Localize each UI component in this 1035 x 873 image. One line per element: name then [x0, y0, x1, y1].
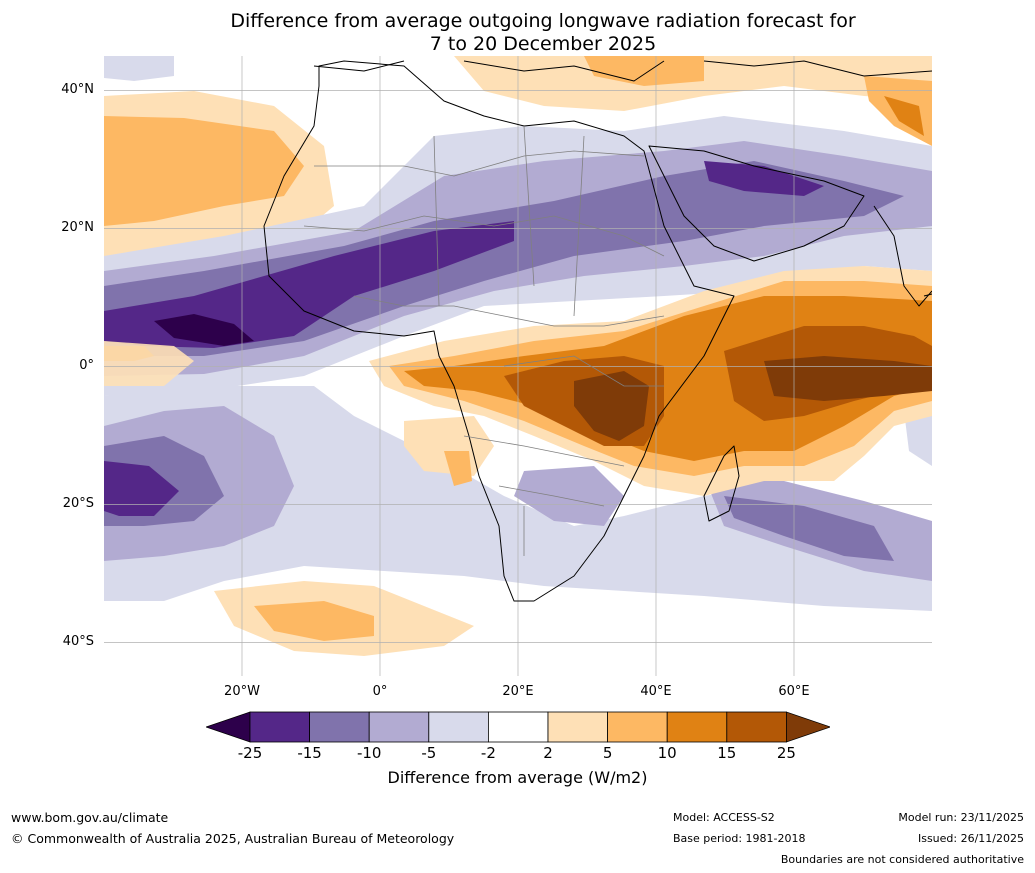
lon-label-40e: 40°E	[640, 684, 672, 699]
lat-label-0: 0°	[79, 358, 94, 373]
europe-light-orange-region	[454, 56, 932, 111]
namibia-orange	[444, 451, 472, 486]
legend-tick-label: 15	[717, 744, 737, 762]
north-atlantic-orange-region	[104, 116, 304, 226]
sahel-dark-purple-region	[104, 221, 514, 348]
indian-ocean-darkest-brown	[764, 356, 932, 401]
legend-tick-label: -15	[297, 744, 322, 762]
legend-tick-label: -25	[237, 744, 263, 762]
lon-label-0: 0°	[372, 684, 388, 699]
madagascar-coastline	[703, 445, 740, 522]
caspian-dark-orange-region	[884, 96, 924, 136]
lat-label-20s: 20°S	[62, 496, 94, 511]
lon-label-20e: 20°E	[502, 684, 534, 699]
south-atlantic-dark-purple	[104, 461, 179, 516]
south-africa-light-purple	[514, 466, 624, 526]
footer-issued: Issued: 26/11/2025	[917, 832, 1024, 845]
legend-tick-label: 10	[657, 744, 677, 762]
lat-label-40s: 40°S	[62, 634, 94, 649]
legend-swatch	[726, 711, 787, 743]
footer-copyright: © Commonwealth of Australia 2025, Austra…	[11, 831, 455, 846]
india-coastline	[873, 205, 932, 307]
legend-swatch	[487, 711, 549, 743]
legend-title: Difference from average (W/m2)	[387, 768, 648, 787]
west-africa-darkest-purple-region	[154, 314, 254, 346]
legend-swatch	[666, 711, 728, 743]
country-borders	[303, 125, 665, 556]
footer-url: www.bom.gov.au/climate	[11, 810, 169, 825]
lon-label-60e: 60°E	[778, 684, 810, 699]
south-atlantic-orange	[254, 601, 374, 641]
lat-label-20n: 20°N	[61, 220, 94, 235]
legend-tick-label: 5	[602, 744, 613, 762]
lat-label-40n: 40°N	[61, 82, 94, 97]
legend-swatch	[607, 711, 668, 743]
lon-label-20w: 20°W	[224, 684, 260, 699]
arabia-coastline	[648, 145, 865, 262]
north-edge-purple-region	[104, 56, 174, 81]
title-line-2: 7 to 20 December 2025	[429, 33, 657, 55]
legend-swatch	[547, 711, 608, 743]
anomaly-map	[104, 56, 932, 676]
legend-swatch	[428, 711, 489, 743]
footer-model: Model: ACCESS-S2	[673, 811, 775, 824]
legend-tick-label: -2	[480, 744, 496, 762]
legend-tick-label: -10	[356, 744, 382, 762]
legend-tick-label: 25	[776, 744, 796, 762]
title-line-1: Difference from average outgoing longwav…	[230, 10, 856, 32]
south-africa-light-orange	[404, 416, 494, 476]
south-atlantic-very-light-purple	[104, 386, 932, 611]
west-equatorial-light-orange	[104, 341, 194, 386]
legend-extend-low	[206, 711, 251, 743]
legend-swatch	[368, 711, 430, 743]
coastlines	[263, 60, 932, 602]
east-africa-darkest-brown	[574, 371, 649, 441]
europe-orange-region	[584, 56, 704, 86]
footer-model-run: Model run: 23/11/2025	[898, 811, 1024, 824]
madagascar-east-purple	[724, 496, 894, 561]
footer-base-period: Base period: 1981-2018	[673, 832, 806, 845]
legend-swatch	[249, 711, 310, 743]
africa-coastline	[263, 60, 735, 602]
europe-coastline	[313, 60, 932, 82]
legend-tick-label: -5	[421, 744, 437, 762]
sri-lanka-coastline	[923, 293, 932, 297]
legend-tick-label: 2	[543, 744, 553, 762]
legend-swatch	[309, 711, 370, 743]
map-title: Difference from average outgoing longwav…	[0, 10, 1035, 56]
footer-disclaimer: Boundaries are not considered authoritat…	[780, 853, 1024, 866]
legend-colorbar	[206, 711, 830, 743]
legend-extend-high	[786, 711, 830, 743]
